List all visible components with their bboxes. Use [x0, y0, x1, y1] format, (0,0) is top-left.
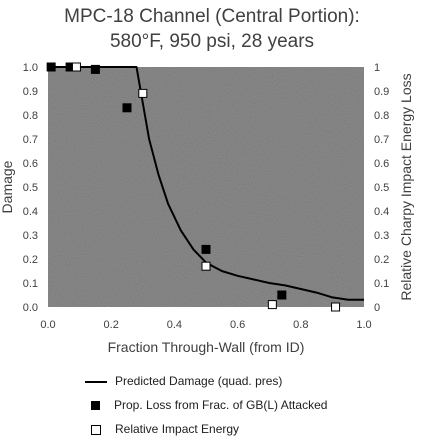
y2-tick-label: 0.7: [374, 134, 389, 146]
y2-tick-label: 0.2: [374, 254, 389, 266]
y2-tick-label: 0.5: [374, 182, 389, 194]
prop-loss-point: [201, 244, 211, 254]
y2-tick-label: 0.3: [374, 230, 389, 242]
legend-label: Prop. Loss from Frac. of GB(L) Attacked: [114, 398, 328, 412]
y2-axis-label: Relative Charpy Impact Energy Loss: [398, 73, 414, 300]
y-tick-label: 0.9: [23, 86, 38, 98]
y-tick-label: 0.1: [23, 278, 38, 290]
impact-energy-point: [201, 261, 211, 271]
y2-tick-label: 1: [374, 62, 380, 74]
y-tick-label: 0.0: [23, 302, 38, 314]
y-axis-label: Damage: [0, 160, 15, 213]
y2-tick-label: 0.4: [374, 206, 389, 218]
legend-line-swatch: [85, 380, 107, 383]
legend-label: Relative Impact Energy: [115, 422, 240, 436]
prop-loss-point: [65, 62, 75, 72]
plot-area: [48, 67, 364, 307]
y2-tick-label: 0.6: [374, 158, 389, 170]
x-tick-label: 0.2: [104, 319, 119, 331]
y-tick-label: 0.4: [23, 206, 38, 218]
legend-open-square-swatch: [91, 424, 101, 435]
x-tick-label: 0.6: [230, 319, 245, 331]
impact-energy-point: [267, 300, 277, 310]
y-tick-label: 1.0: [23, 62, 38, 74]
x-tick-label: 0.4: [167, 319, 182, 331]
legend-item-prop-loss: Prop. Loss from Frac. of GB(L) Attacked: [85, 398, 327, 412]
impact-energy-point: [138, 88, 148, 98]
prop-loss-point: [90, 64, 100, 74]
x-tick-label: 0.8: [293, 319, 308, 331]
x-tick-label: 1.0: [356, 319, 371, 331]
predicted-damage-line: [48, 66, 364, 301]
y2-tick-label: 0.8: [374, 110, 389, 122]
y2-tick-label: 0: [374, 302, 380, 314]
prop-loss-point: [277, 290, 287, 300]
legend-filled-square-swatch: [91, 401, 100, 411]
y2-tick-label: 0.1: [374, 278, 389, 290]
legend-item-impact-energy: Relative Impact Energy: [85, 422, 239, 436]
y-tick-label: 0.8: [23, 110, 38, 122]
prop-loss-point: [46, 62, 56, 72]
y-tick-label: 0.3: [23, 230, 38, 242]
impact-energy-point: [331, 302, 341, 312]
prop-loss-point: [122, 103, 132, 113]
x-tick-label: 0.0: [40, 319, 55, 331]
y-tick-label: 0.6: [23, 158, 38, 170]
y2-tick-label: 0.9: [374, 86, 389, 98]
y-tick-label: 0.7: [23, 134, 38, 146]
impact-energy-point: [71, 62, 81, 72]
y-tick-label: 0.5: [23, 182, 38, 194]
y-tick-label: 0.2: [23, 254, 38, 266]
legend-label: Predicted Damage (quad. pres): [115, 374, 283, 388]
chart-subtitle: 580°F, 950 psi, 28 years: [109, 31, 315, 52]
x-axis-label: Fraction Through-Wall (from ID): [108, 339, 305, 355]
legend-item-predicted-damage: Predicted Damage (quad. pres): [85, 374, 282, 388]
chart-title: MPC-18 Channel (Central Portion):: [64, 6, 360, 27]
